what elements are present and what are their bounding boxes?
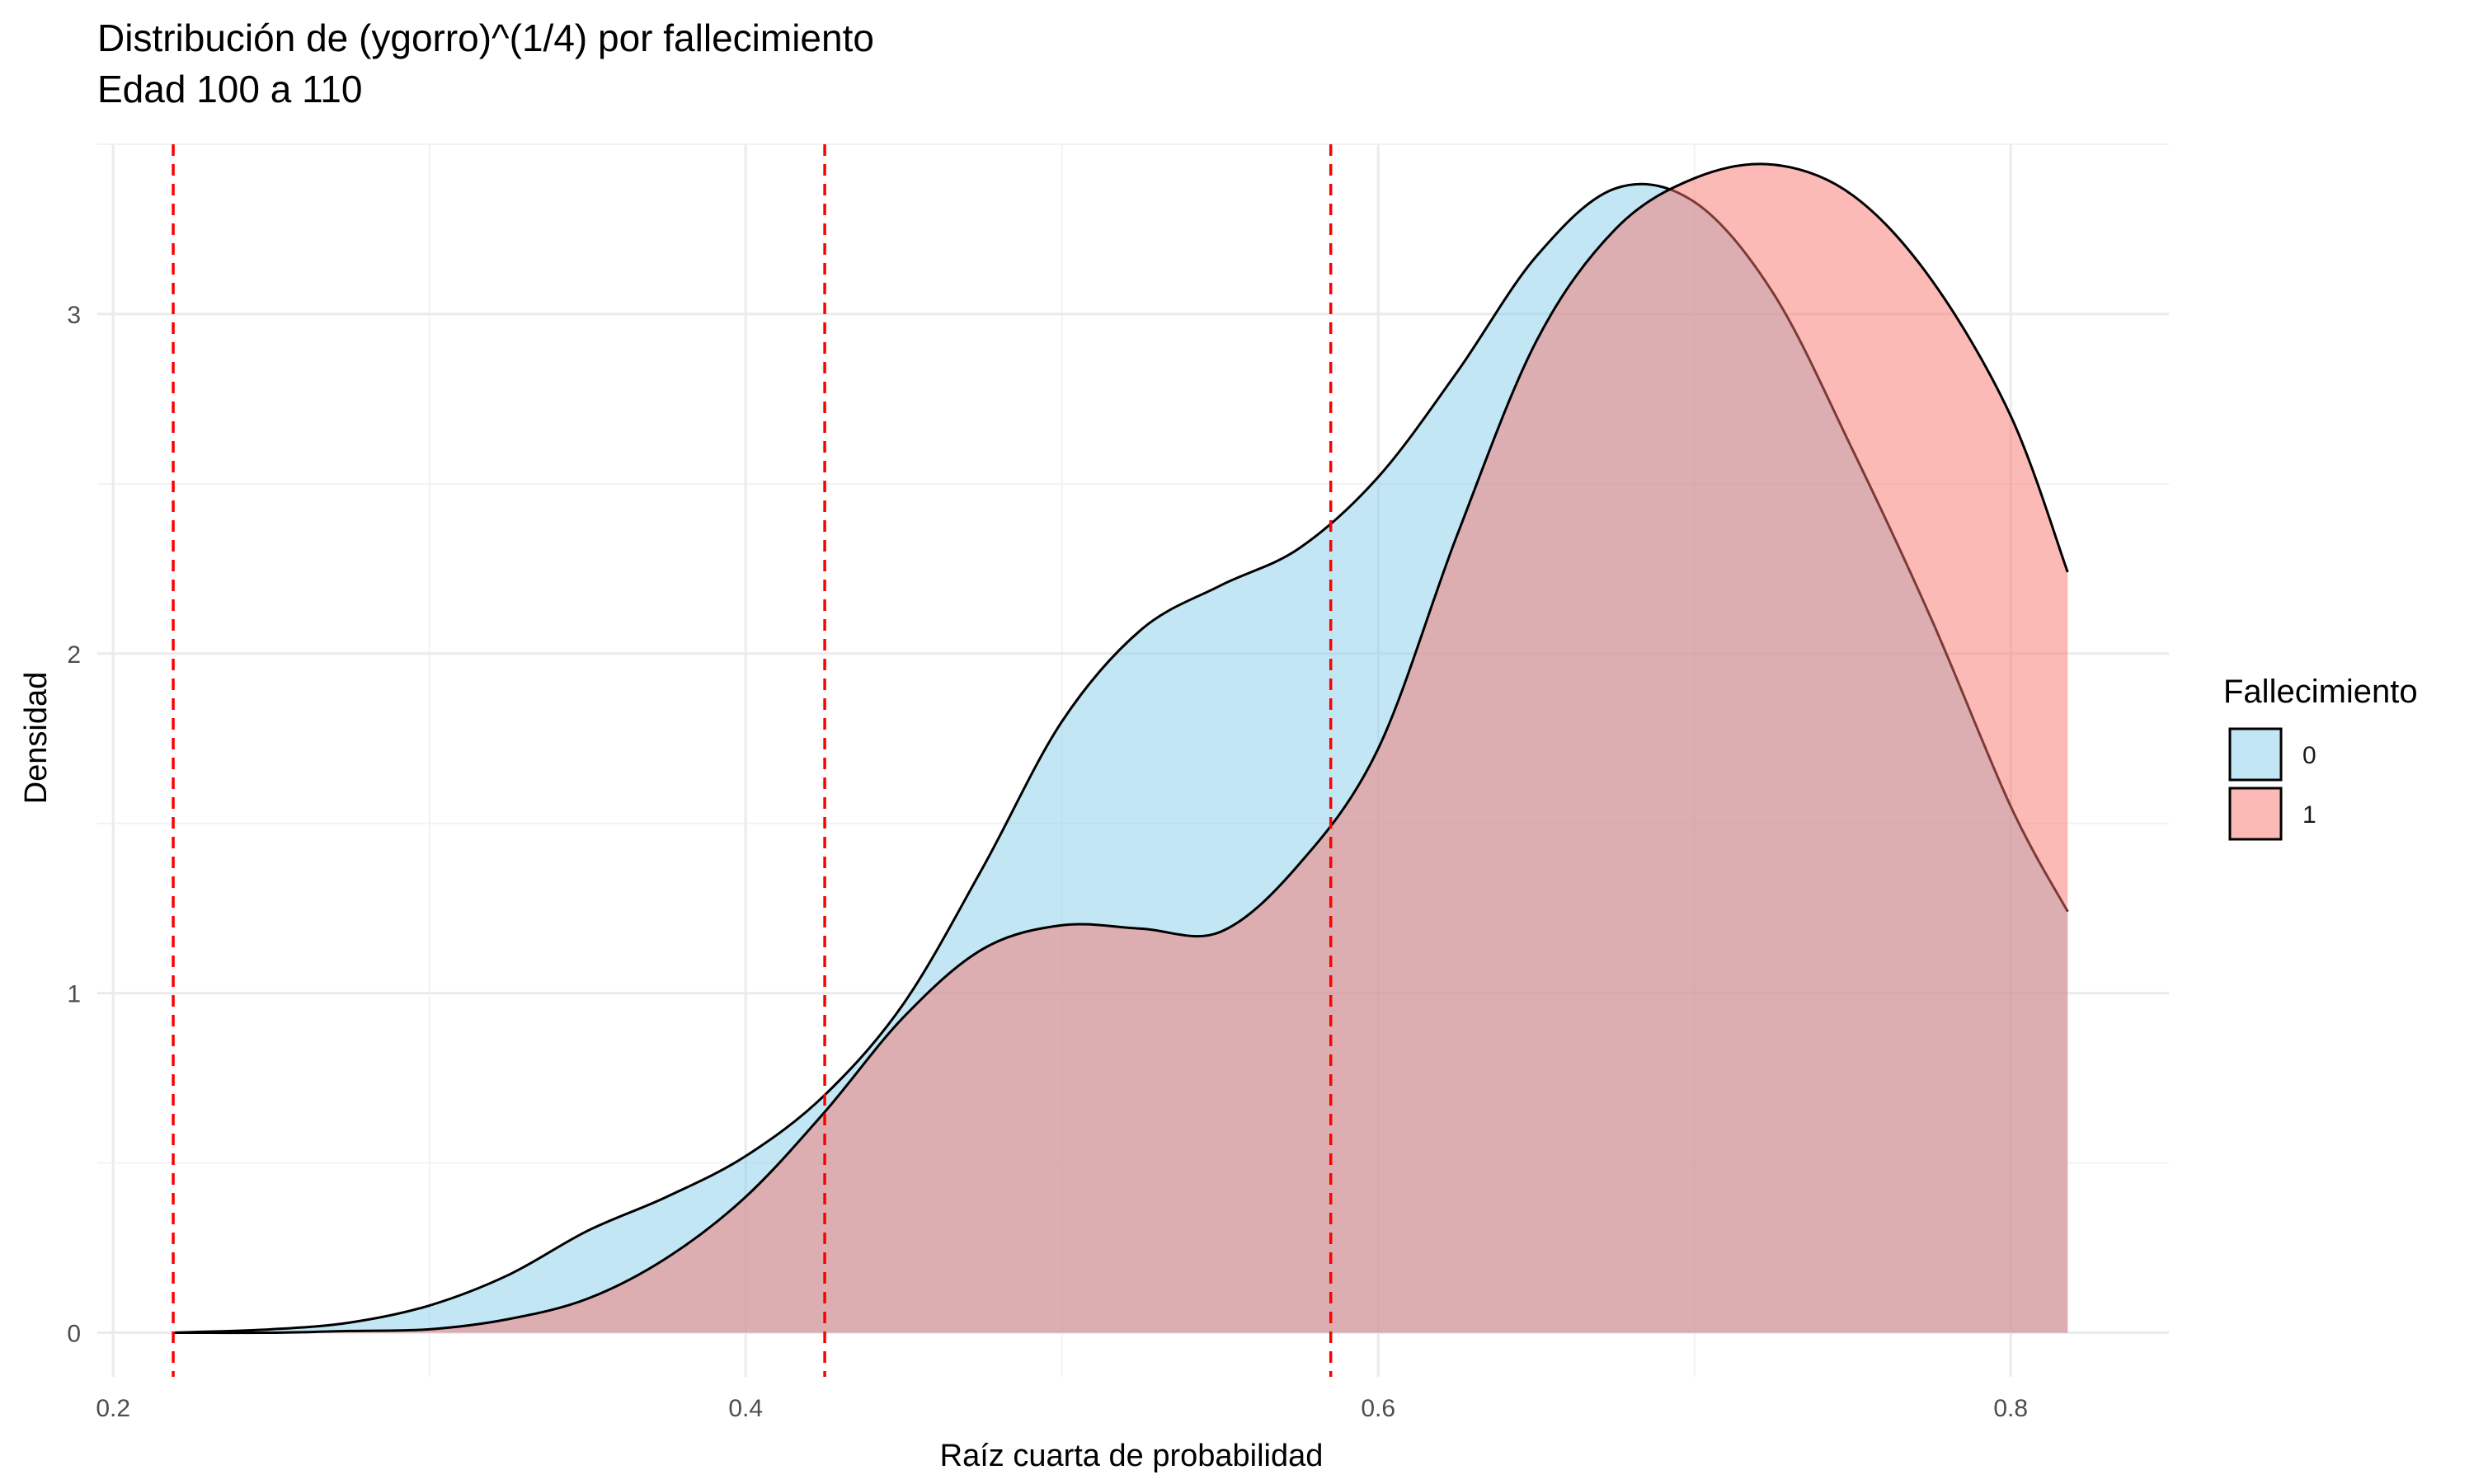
x-tick-label: 0.2	[96, 1395, 130, 1422]
legend-label-1: 1	[2302, 801, 2316, 829]
y-tick-label: 0	[67, 1320, 81, 1347]
series-layer	[172, 162, 2069, 1335]
y-tick-label: 1	[67, 981, 81, 1008]
axis-layer: 0.2 0.4 0.6 0.8 0 1 2 3	[67, 302, 2028, 1422]
chart-title-line-1: Distribución de (ygorro)^(1/4) por falle…	[97, 16, 874, 59]
density-area-series-1	[173, 163, 2068, 1333]
x-tick-label: 0.8	[1993, 1395, 2028, 1422]
density-line-series-1	[173, 162, 2069, 1335]
x-axis-title: Raíz cuarta de probabilidad	[940, 1439, 1324, 1473]
legend-title: Fallecimiento	[2223, 674, 2418, 710]
x-tick-label: 0.6	[1361, 1395, 1395, 1422]
x-tick-label: 0.4	[728, 1395, 763, 1422]
vline-layer	[172, 144, 1333, 1377]
y-tick-label: 3	[67, 302, 81, 329]
y-tick-label: 2	[67, 641, 81, 669]
legend-label-0: 0	[2302, 742, 2316, 769]
legend: Fallecimiento 0 1	[2223, 674, 2418, 841]
y-axis-title: Densidad	[19, 672, 54, 805]
legend-key-swatch-1	[2228, 787, 2283, 841]
chart-title-line-2: Edad 100 a 110	[97, 68, 362, 110]
legend-key-swatch-0	[2228, 727, 2283, 782]
